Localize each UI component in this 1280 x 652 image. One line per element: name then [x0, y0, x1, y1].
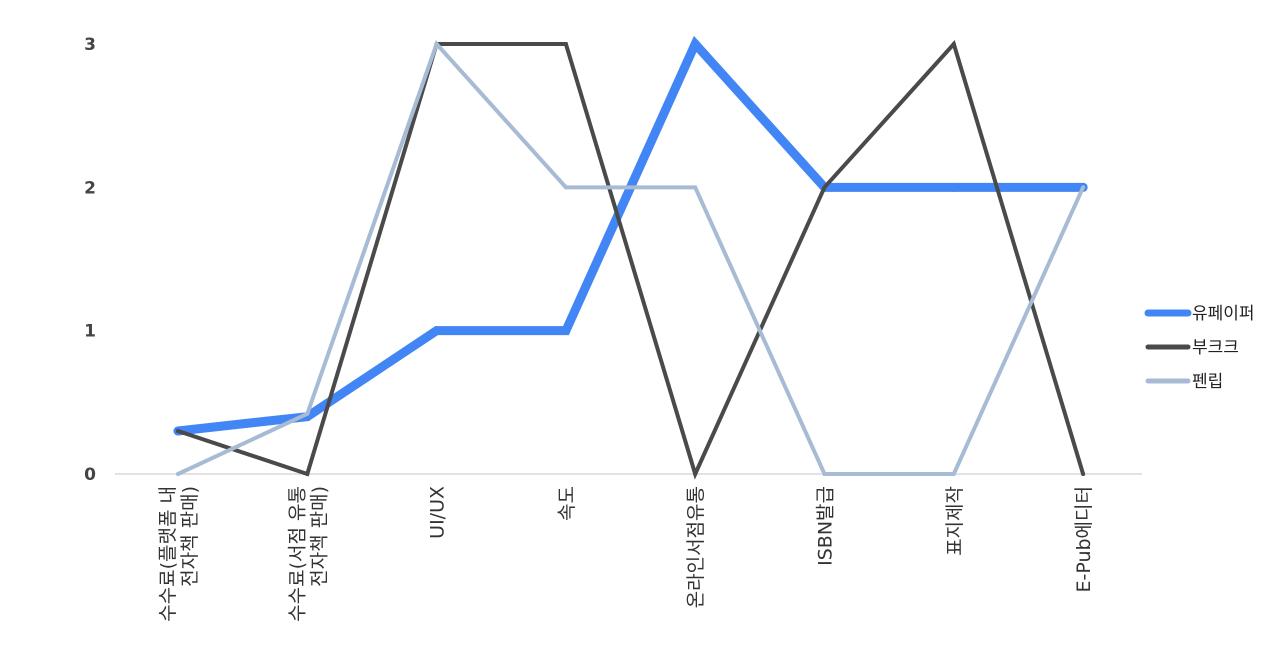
- series-0-point-4: [690, 39, 700, 49]
- x-tick-label-2-line-0: UI/UX: [427, 486, 449, 539]
- x-tick-label-4: 온라인서점유통: [685, 486, 707, 608]
- series-2: [176, 40, 1086, 476]
- series-0-point-2: [432, 326, 442, 336]
- x-tick-label-5-line-0: ISBN발급: [815, 486, 837, 566]
- x-tick-label-0: 수수료(플랫폼 내 전자책 판매): [157, 486, 201, 622]
- series-2-point-5: [822, 472, 827, 476]
- x-tick-label-0-line-1: 전자책 판매): [179, 486, 201, 587]
- series-2-point-3: [563, 185, 568, 190]
- series-1-point-3: [563, 42, 568, 46]
- series-2-point-1: [305, 411, 310, 416]
- x-tick-label-1-line-1: 전자책 판매): [308, 486, 330, 587]
- x-tick-label-1-line-0: 수수료(서점 유통: [286, 486, 308, 622]
- series-0: [173, 35, 1088, 436]
- series-line-1: [176, 40, 1086, 480]
- series-2-point-0: [176, 472, 180, 476]
- y-tick-label-0: 0: [84, 465, 96, 485]
- series-line-0: [173, 35, 1088, 436]
- series-2-point-6: [951, 472, 956, 476]
- x-tick-label-7-line-0: E-Pub에디터: [1073, 486, 1095, 593]
- series-line-2: [176, 40, 1086, 476]
- x-tick-label-7: E-Pub에디터: [1073, 486, 1095, 593]
- x-tick-label-5: ISBN발급: [815, 486, 837, 566]
- legend-label-1: 부크크: [1192, 338, 1239, 358]
- x-tick-label-4-line-0: 온라인서점유통: [685, 486, 707, 608]
- series-1-point-6: [951, 42, 956, 46]
- x-tick-label-2: UI/UX: [427, 486, 449, 539]
- y-tick-label-1: 1: [84, 322, 96, 342]
- series-1-point-0: [176, 429, 180, 433]
- series-0-point-6: [949, 182, 959, 192]
- legend-item-0: 유페이퍼: [1144, 304, 1255, 324]
- series-0-point-3: [561, 326, 571, 336]
- plot-area: [173, 35, 1088, 480]
- y-axis: 0 1 2 3: [84, 35, 96, 485]
- x-tick-label-6: 표지제작: [944, 486, 966, 556]
- x-tick-label-6-line-0: 표지제작: [944, 486, 966, 556]
- x-tick-label-3-line-0: 속도: [556, 486, 578, 521]
- x-tick-label-1: 수수료(서점 유통 전자책 판매): [286, 486, 330, 622]
- series-1-point-5: [822, 185, 827, 190]
- legend-item-1: 부크크: [1145, 338, 1239, 358]
- series-1-point-7: [1081, 472, 1086, 476]
- x-axis: 수수료(플랫폼 내 전자책 판매) 수수료(서점 유통 전자책 판매) UI/UX 속도 온…: [157, 486, 1095, 622]
- x-tick-label-3: 속도: [556, 486, 578, 521]
- series-1-point-1: [305, 472, 310, 476]
- y-tick-label-2: 2: [84, 178, 96, 198]
- x-tick-label-0-line-0: 수수료(플랫폼 내: [157, 486, 179, 622]
- series-2-point-2: [434, 42, 439, 46]
- series-1-point-4: [693, 472, 698, 476]
- y-tick-label-3: 3: [84, 35, 96, 55]
- legend-label-2: 펜립: [1192, 372, 1223, 392]
- legend-label-0: 유페이퍼: [1192, 304, 1255, 324]
- series-2-point-4: [693, 185, 698, 190]
- legend-item-2: 펜립: [1145, 372, 1223, 392]
- series-2-point-7: [1081, 185, 1086, 190]
